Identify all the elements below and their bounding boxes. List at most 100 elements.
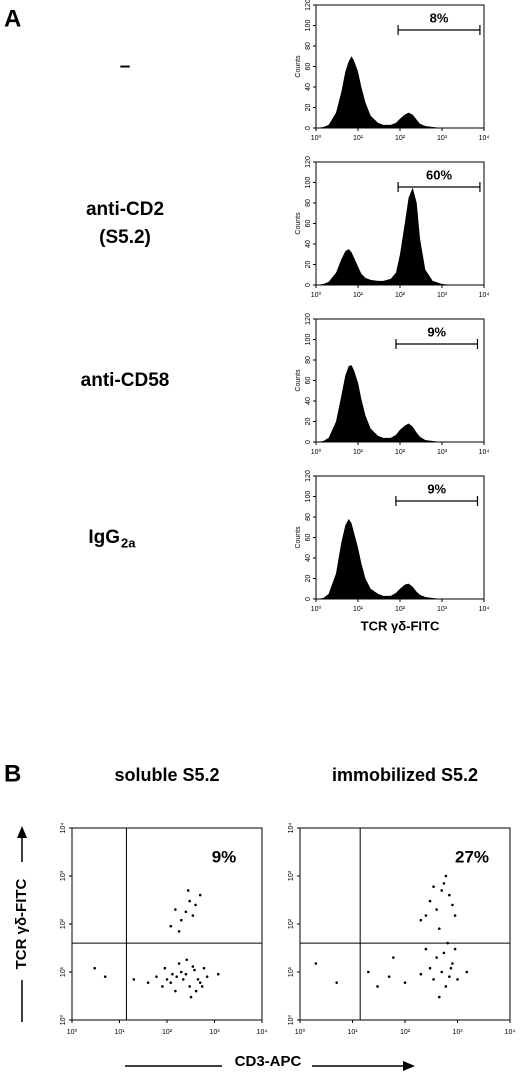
row-label-subscript: 2a <box>121 535 136 550</box>
y-tick-label: 100 <box>305 491 312 503</box>
x-tick-label: 10⁰ <box>67 1028 78 1036</box>
scatter-point <box>449 966 453 970</box>
scatter-point <box>453 947 457 951</box>
y-tick-label: 100 <box>305 334 312 346</box>
y-tick-label: 0 <box>305 597 312 601</box>
axis-arrow-head <box>17 826 27 838</box>
scatter-point <box>448 893 451 897</box>
y-tick-label: 120 <box>305 313 312 325</box>
scatter-point <box>169 924 173 928</box>
chart-title: soluble S5.2 <box>114 765 219 785</box>
gate-percent: 60% <box>426 167 452 182</box>
y-tick-label: 60 <box>305 220 312 228</box>
scatter-point <box>188 899 191 903</box>
y-tick-label: 20 <box>305 104 312 112</box>
scatter-point <box>456 978 459 981</box>
scatter-point <box>103 975 107 978</box>
scatter-point <box>216 972 220 976</box>
scatter-point <box>177 962 181 965</box>
y-tick-label: 10³ <box>288 870 295 881</box>
x-tick-label: 10² <box>400 1029 411 1036</box>
histogram-area <box>316 187 472 285</box>
scatter-point <box>448 975 451 978</box>
scatter-point <box>440 889 443 892</box>
x-tick-label: 10⁴ <box>479 135 490 142</box>
scatter-point <box>453 914 457 917</box>
scatter-point <box>181 978 185 981</box>
scatter-point <box>435 908 438 911</box>
y-axis-label: Counts <box>295 212 302 235</box>
scatter-point <box>185 958 189 962</box>
scatter-point <box>179 970 183 974</box>
y-tick-label: 10² <box>288 918 295 929</box>
scatter-point <box>184 910 188 914</box>
scatter-point <box>155 975 158 978</box>
scatter-point <box>387 975 391 978</box>
scatter-point <box>191 914 195 917</box>
x-tick-label: 10⁴ <box>479 292 490 299</box>
scatter-point <box>428 899 432 903</box>
scatter-point <box>93 966 96 970</box>
x-tick-label: 10¹ <box>353 135 364 142</box>
scatter-point <box>200 985 204 988</box>
x-tick-label: 10⁴ <box>505 1029 516 1036</box>
y-tick-label: 10⁰ <box>287 1015 295 1026</box>
y-tick-label: 0 <box>305 440 312 444</box>
scatter-point <box>202 966 206 970</box>
y-tick-label: 0 <box>305 126 312 130</box>
scatter-point <box>205 975 209 978</box>
y-tick-label: 100 <box>305 177 312 189</box>
scatter-point <box>419 972 423 976</box>
y-tick-label: 10³ <box>60 870 67 881</box>
x-tick-label: 10¹ <box>353 606 364 613</box>
x-tick-label: 10¹ <box>114 1029 125 1036</box>
scatter-point <box>314 962 318 965</box>
y-tick-label: 40 <box>305 554 312 562</box>
y-tick-label: 100 <box>305 20 312 32</box>
y-axis-label: Counts <box>295 526 302 549</box>
x-tick-label: 10⁰ <box>311 134 322 142</box>
scatter-point <box>191 965 195 968</box>
x-tick-label: 10³ <box>437 292 448 299</box>
y-tick-label: 10⁴ <box>288 823 295 834</box>
scatter-point <box>188 985 191 988</box>
scatter-point <box>193 968 196 972</box>
y-tick-label: 60 <box>305 534 312 542</box>
scatter-point <box>175 975 178 978</box>
y-tick-label: 10¹ <box>60 966 67 977</box>
quadrant-percent: 27% <box>455 847 489 866</box>
scatter-point <box>435 956 438 959</box>
x-tick-label: 10⁰ <box>311 291 322 299</box>
scatter-point <box>196 978 200 981</box>
histogram-area <box>316 56 472 128</box>
scatter-point <box>169 981 173 984</box>
scatter-point <box>446 941 449 945</box>
gate-percent: 9% <box>427 481 446 496</box>
row-label: anti-CD58 <box>81 370 170 391</box>
scatter-point <box>451 962 454 965</box>
scatter-point <box>177 930 181 933</box>
scatter-point <box>194 903 197 907</box>
scatter-point <box>440 970 443 974</box>
y-tick-label: 80 <box>305 199 312 207</box>
scatter-point <box>442 951 446 955</box>
scatter-point <box>437 927 441 930</box>
scatter-point <box>437 995 441 999</box>
x-axis-label: TCR γδ-FITC <box>361 618 440 633</box>
x-axis-label: CD3-APC <box>235 1053 302 1070</box>
y-tick-label: 120 <box>305 156 312 168</box>
scatter-point <box>163 966 167 970</box>
x-tick-label: 10¹ <box>347 1029 358 1036</box>
y-tick-label: 80 <box>305 513 312 521</box>
x-tick-label: 10¹ <box>353 292 364 299</box>
scatter-point <box>392 956 395 959</box>
scatter-point <box>132 978 136 981</box>
scatter-point <box>335 981 338 984</box>
x-tick-label: 10¹ <box>353 449 364 456</box>
scatter-point <box>403 981 407 984</box>
x-tick-label: 10⁴ <box>479 449 490 456</box>
scatter-point <box>186 889 190 892</box>
scatter-point <box>198 981 202 984</box>
scatter-point <box>171 972 174 976</box>
